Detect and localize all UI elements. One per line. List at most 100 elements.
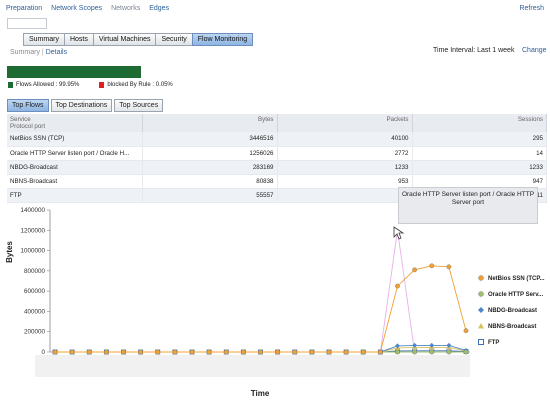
nav-networks[interactable]: Networks — [111, 5, 141, 12]
tab-security[interactable]: Security — [155, 33, 193, 46]
data-point — [309, 349, 315, 355]
data-point — [463, 328, 469, 334]
cell-bytes: 1256026 — [142, 146, 278, 161]
table-row[interactable]: Oracle HTTP Server listen port / Oracle … — [7, 146, 547, 161]
subtab-summary[interactable]: Summary — [10, 49, 40, 56]
time-interval-label: Time Interval: Last 1 week — [433, 47, 515, 54]
cell-packets: 40100 — [277, 132, 413, 147]
grid-tabs: Top Flows Top Destinations Top Sources — [7, 99, 165, 112]
data-point — [395, 349, 400, 355]
subtabs: Summary | Details — [10, 49, 67, 56]
table-row[interactable]: NBNS-Broadcast 80838 953 947 — [7, 174, 547, 189]
cell-sessions: 14 — [412, 146, 547, 161]
data-point — [138, 349, 144, 355]
header-sessions[interactable]: Sessions — [412, 114, 547, 132]
subtab-separator: | — [41, 49, 44, 56]
data-point — [446, 342, 452, 348]
cell-bytes: 3446516 — [142, 132, 278, 147]
cell-bytes: 80838 — [142, 174, 278, 189]
y-tick-label: 200000 — [24, 329, 46, 336]
table-header: Service Protocol port Bytes Packets Sess… — [7, 114, 547, 132]
header-service-label: Service — [10, 116, 31, 123]
main-tabs: Summary Hosts Virtual Machines Security … — [23, 33, 254, 46]
top-nav: Preparation Network Scopes Networks Edge… — [6, 5, 176, 12]
nav-preparation[interactable]: Preparation — [6, 5, 43, 12]
tab-top-flows[interactable]: Top Flows — [7, 99, 49, 112]
cell-bytes: 283169 — [142, 160, 278, 175]
cell-packets: 953 — [277, 174, 413, 189]
y-tick-label: 0 — [41, 349, 45, 356]
subtab-details[interactable]: Details — [45, 49, 68, 56]
data-point — [412, 342, 418, 348]
data-point — [395, 343, 400, 349]
data-point — [429, 342, 435, 348]
blocked-label: blocked By Rule : 0.05% — [107, 82, 173, 88]
legend-label: FTP — [488, 340, 499, 346]
tab-top-sources[interactable]: Top Sources — [114, 99, 164, 112]
y-tick-label: 400000 — [24, 308, 46, 315]
data-point — [412, 267, 418, 273]
data-point — [86, 349, 92, 355]
cell-service: NBDG-Broadcast — [7, 160, 143, 175]
y-axis-title: Bytes — [5, 241, 14, 263]
legend-marker — [478, 307, 484, 313]
nav-network-scopes[interactable]: Network Scopes — [51, 5, 103, 12]
flows-allowed-label: Flows Allowed : 99.95% — [16, 82, 80, 88]
header-packets[interactable]: Packets — [277, 114, 413, 132]
cell-sessions: 1233 — [412, 160, 547, 175]
cell-sessions: 295 — [412, 132, 547, 147]
data-point — [429, 263, 435, 269]
data-point — [463, 349, 469, 355]
data-point — [223, 349, 229, 355]
header-service[interactable]: Service Protocol port — [7, 114, 143, 132]
legend-marker — [478, 275, 484, 281]
data-point — [412, 349, 418, 355]
table-row[interactable]: NetBios SSN (TCP) 3446516 40100 295 — [7, 132, 547, 147]
mouse-cursor-icon — [393, 226, 405, 240]
data-point — [172, 349, 178, 355]
y-tick-label: 600000 — [24, 288, 46, 295]
header-protocol-label: Protocol port — [10, 123, 46, 130]
x-axis-title: Time — [251, 389, 270, 398]
data-point — [446, 264, 452, 270]
data-point — [446, 349, 452, 355]
legend-label: Oracle HTTP Serv... — [488, 292, 543, 298]
data-point — [292, 349, 298, 355]
data-point — [275, 349, 281, 355]
data-point — [206, 349, 212, 355]
cell-packets: 1233 — [277, 160, 413, 175]
cell-packets: 1 — [277, 188, 413, 203]
data-point — [189, 349, 195, 355]
table-row[interactable]: NBDG-Broadcast 283169 1233 1233 — [7, 160, 547, 175]
data-point — [429, 349, 435, 355]
cell-service: NBNS-Broadcast — [7, 174, 143, 189]
legend-marker — [478, 291, 484, 297]
data-point — [326, 349, 332, 355]
tab-flow-monitoring[interactable]: Flow Monitoring — [191, 33, 254, 46]
change-interval-link[interactable]: Change — [522, 47, 547, 54]
tab-top-destinations[interactable]: Top Destinations — [50, 99, 113, 112]
data-point — [69, 349, 75, 355]
flows-allowed-bar — [7, 66, 141, 78]
y-tick-label: 800000 — [24, 268, 46, 275]
cell-packets: 2772 — [277, 146, 413, 161]
chart-tooltip: Oracle HTTP Server listen port / Oracle … — [398, 187, 538, 224]
nav-edges[interactable]: Edges — [149, 5, 170, 12]
tab-virtual-machines[interactable]: Virtual Machines — [92, 33, 157, 46]
cell-service: NetBios SSN (TCP) — [7, 132, 143, 147]
x-axis-band — [35, 355, 470, 377]
y-tick-label: 1400000 — [20, 207, 45, 214]
data-point — [103, 349, 109, 355]
legend-label: NBNS-Broadcast — [488, 324, 536, 330]
data-point — [395, 283, 400, 289]
data-point — [52, 349, 58, 355]
blocked-swatch — [99, 82, 105, 88]
y-tick-label: 1200000 — [20, 227, 45, 234]
cell-service: Oracle HTTP Server listen port / Oracle … — [7, 146, 143, 161]
data-point — [377, 349, 383, 355]
header-bytes[interactable]: Bytes — [142, 114, 278, 132]
series-line — [55, 230, 466, 353]
legend-label: NetBios SSN (TCP... — [488, 276, 545, 282]
refresh-link[interactable]: Refresh — [519, 5, 544, 12]
legend-marker — [478, 339, 484, 345]
